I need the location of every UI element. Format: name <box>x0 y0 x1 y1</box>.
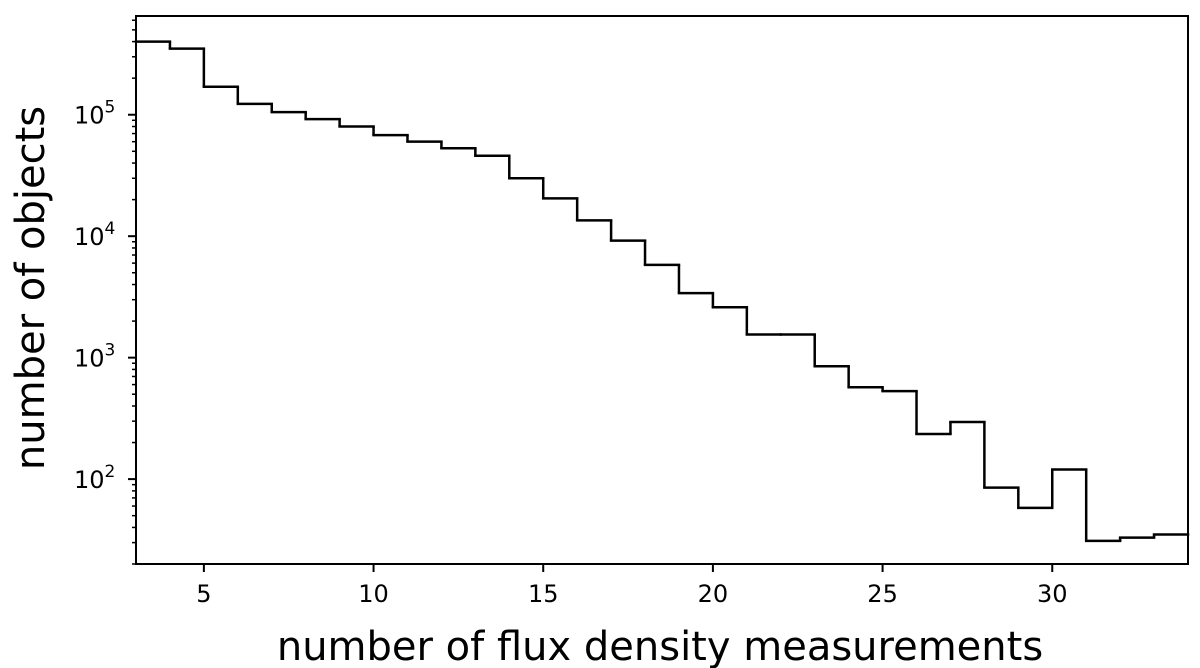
y-tick-label: 103 <box>74 341 115 373</box>
plot-area <box>134 40 1190 543</box>
y-axis-ticks: 102 103 104 105 <box>74 19 136 565</box>
x-tick-label: 30 <box>1037 580 1068 608</box>
x-tick-label: 25 <box>867 580 898 608</box>
y-axis-title: number of objects <box>8 106 54 470</box>
x-axis-ticks: 5 10 15 20 25 30 <box>196 564 1068 608</box>
x-tick-label: 5 <box>196 580 211 608</box>
plot-frame <box>135 15 1189 565</box>
x-tick-label: 20 <box>698 580 729 608</box>
y-tick-label: 105 <box>74 98 115 130</box>
y-tick-label: 104 <box>74 219 115 251</box>
x-tick-label: 15 <box>528 580 559 608</box>
y-tick-label: 102 <box>74 462 115 494</box>
x-tick-label: 10 <box>358 580 389 608</box>
x-axis-title: number of flux density measurements <box>277 624 1043 668</box>
